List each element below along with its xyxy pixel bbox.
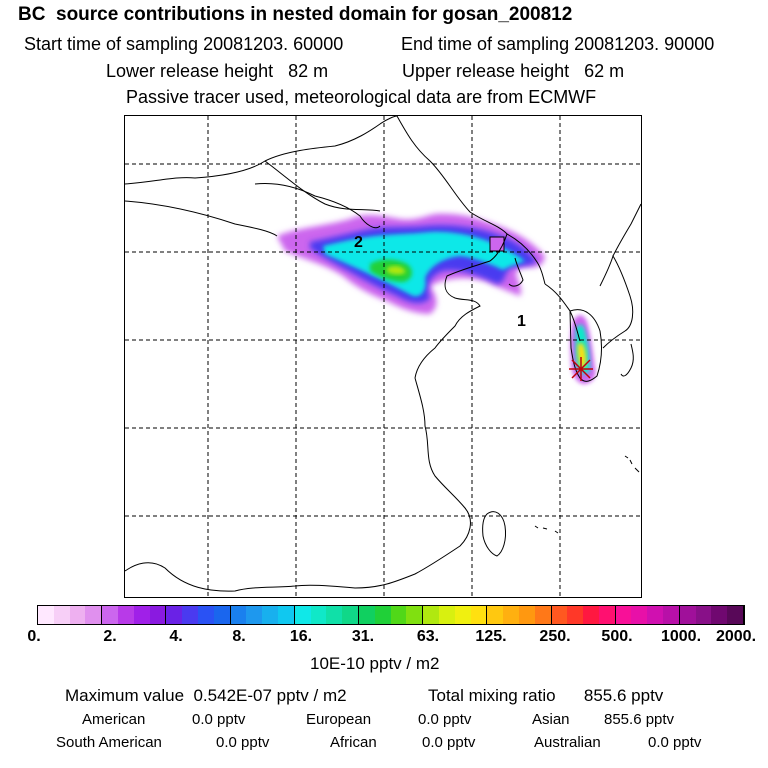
- colorbar-tick: 2000.: [715, 628, 757, 645]
- korea-plume-peak: [577, 342, 587, 369]
- colorbar-segment: [182, 606, 198, 624]
- colorbar-tick: 0.: [27, 628, 41, 645]
- colorbar-segment: [551, 606, 568, 624]
- region-value: 0.0 pptv: [418, 711, 472, 728]
- colorbar-tick: 4.: [169, 628, 183, 645]
- colorbar-segment: [695, 606, 712, 624]
- colorbar-segment: [487, 606, 504, 624]
- colorbar-tick: 500.: [601, 628, 633, 645]
- plume-cyan: [323, 231, 525, 297]
- colorbar-segment: [390, 606, 407, 624]
- region-value: 0.0 pptv: [192, 711, 246, 728]
- point-label-1: 1: [517, 313, 526, 330]
- region-name: European: [306, 711, 372, 728]
- colorbar-segment: [310, 606, 327, 624]
- colorbar-segment: [406, 606, 424, 624]
- max-value-label: Maximum value 0.542E-07 pptv / m2: [65, 686, 347, 705]
- colorbar-tick: 2.: [103, 628, 117, 645]
- colorbar-segment: [117, 606, 134, 624]
- colorbar-tick: 31.: [351, 628, 375, 645]
- coastlines: [125, 116, 641, 592]
- region-value: 0.0 pptv: [648, 734, 702, 751]
- latlon-grid: [125, 116, 641, 597]
- colorbar-tick: 63.: [416, 628, 440, 645]
- colorbar: [37, 605, 745, 625]
- colorbar-segment: [647, 606, 664, 624]
- colorbar-segment: [631, 606, 648, 624]
- colorbar-segment: [583, 606, 599, 624]
- colorbar-segment: [679, 606, 696, 624]
- map-title: BC source contributions in nested domain…: [18, 4, 573, 25]
- colorbar-tick: 16.: [289, 628, 313, 645]
- colorbar-segment: [294, 606, 311, 624]
- colorbar-segment: [598, 606, 616, 624]
- colorbar-segment: [277, 606, 295, 624]
- colorbar-tick: 125.: [475, 628, 507, 645]
- colorbar-segment: [197, 606, 214, 624]
- colorbar-segment: [53, 606, 70, 624]
- colorbar-segment: [166, 606, 183, 624]
- plume-field: [277, 213, 596, 384]
- colorbar-segment: [262, 606, 278, 624]
- receptor-star-icon: [569, 357, 593, 381]
- upper-release-label: Upper release height 62 m: [402, 61, 625, 81]
- colorbar-segment: [133, 606, 150, 624]
- colorbar-segment: [663, 606, 680, 624]
- colorbar-segment: [374, 606, 391, 624]
- colorbar-segment: [85, 606, 103, 624]
- region-value: 855.6 pptv: [604, 711, 675, 728]
- colorbar-segment: [358, 606, 375, 624]
- colorbar-segment: [438, 606, 455, 624]
- colorbar-segment: [69, 606, 86, 624]
- colorbar-segment: [423, 606, 439, 624]
- tracer-note: Passive tracer used, meteorological data…: [126, 87, 597, 107]
- region-name: Australian: [534, 734, 601, 751]
- lower-release-label: Lower release height 82 m: [106, 61, 329, 81]
- colorbar-segment: [534, 606, 552, 624]
- region-name: Asian: [532, 711, 570, 728]
- region-value: 0.0 pptv: [422, 734, 476, 751]
- map-canvas: 2 1: [125, 116, 641, 597]
- colorbar-segment: [213, 606, 231, 624]
- region-value: 0.0 pptv: [216, 734, 270, 751]
- colorbar-tick: 250.: [539, 628, 571, 645]
- colorbar-segment: [102, 606, 118, 624]
- total-mixing-label: Total mixing ratio 855.6 pptv: [428, 686, 664, 705]
- colorbar-segment: [727, 606, 745, 624]
- colorbar-segment: [567, 606, 584, 624]
- colorbar-segment: [518, 606, 535, 624]
- region-name: African: [330, 734, 377, 751]
- colorbar-units: 10E-10 pptv / m2: [310, 654, 440, 673]
- colorbar-tick: 8.: [232, 628, 246, 645]
- colorbar-segment: [342, 606, 359, 624]
- colorbar-segment: [470, 606, 488, 624]
- colorbar-segment: [149, 606, 167, 624]
- end-time-label: End time of sampling 20081203. 90000: [401, 34, 715, 54]
- plume-peak: [387, 265, 406, 275]
- colorbar-segment: [711, 606, 728, 624]
- colorbar-segment: [503, 606, 519, 624]
- colorbar-segment: [454, 606, 471, 624]
- start-time-label: Start time of sampling 20081203. 60000: [24, 34, 344, 54]
- colorbar-segment: [615, 606, 632, 624]
- colorbar-segment: [326, 606, 343, 624]
- colorbar-tick: 1000.: [660, 628, 702, 645]
- map-panel: 2 1: [124, 115, 642, 598]
- region-name: American: [82, 711, 146, 728]
- max-cell-marker: [489, 236, 505, 252]
- colorbar-segment: [246, 606, 263, 624]
- region-name: South American: [56, 734, 162, 751]
- colorbar-segment: [38, 606, 54, 624]
- point-label-2: 2: [354, 234, 363, 251]
- colorbar-segment: [230, 606, 247, 624]
